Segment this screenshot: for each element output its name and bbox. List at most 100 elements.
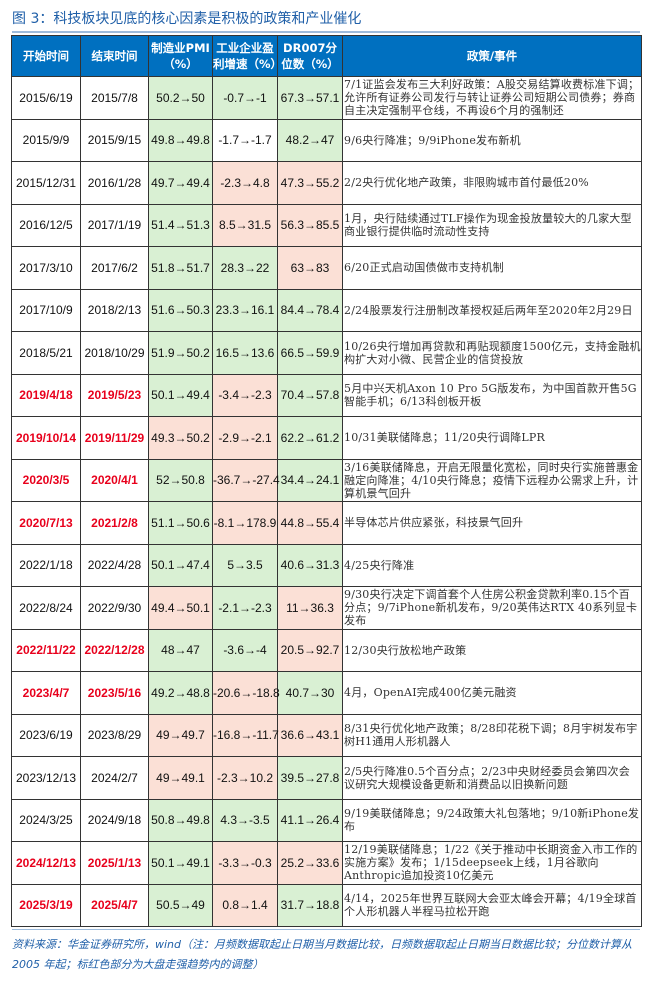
event-cell: 9/30央行决定下调首套个人住房公积金贷款利率0.15个百分点；9/7iPhon… — [342, 586, 642, 630]
header-start-date: 开始时间 — [11, 35, 81, 77]
dr007-cell: 40.7→30 — [277, 671, 343, 715]
table-row: 2015/6/19 2015/7/8 50.2→50 -0.7→-1 67.3→57.1… — [11, 76, 642, 120]
header-dr007: DR007分位数（%） — [277, 35, 343, 77]
table-row: 2019/4/18 2019/5/23 50.1→49.4 -3.4→-2.3 70.4… — [11, 373, 642, 417]
event-cell: 2/24股票发行注册制改革授权延后两年至2020年2月29日 — [342, 288, 642, 332]
figure-title: 图 3：科技板块见底的核心因素是积极的政策和产业催化 — [12, 11, 362, 27]
end-date-cell: 2018/10/29 — [80, 331, 149, 375]
event-text: 2/5央行降准0.5个百分点；2/23中央财经委员会第四次会议研究大规模设备更新… — [344, 764, 630, 791]
pmi-cell: 52→50.8 — [148, 458, 213, 502]
pmi-cell: 50.1→49.4 — [148, 373, 213, 417]
table-row: 2022/11/22 2022/12/28 48→47 -3.6→-4 20.5→92.… — [11, 628, 642, 672]
event-cell: 2/5央行降准0.5个百分点；2/23中央财经委员会第四次会议研究大规模设备更新… — [342, 756, 642, 800]
profit-growth-cell: -2.3→4.8 — [212, 161, 278, 205]
event-text: 1月，央行陆续通过TLF操作为现金投放量较大的几家大型商业银行提供临时流动性支持 — [344, 212, 632, 239]
event-text: 8/31央行优化地产政策；8/28印花税下调；8月宇树发布宇树H1通用人形机器人 — [344, 722, 638, 749]
start-date-cell: 2015/9/9 — [11, 118, 81, 162]
table-header-row: 开始时间 结束时间 制造业PMI（%） 工业企业盈利增速（%） DR007分位数… — [11, 35, 642, 77]
pmi-cell: 50.1→47.4 — [148, 543, 213, 587]
profit-growth-cell: -8.1→178.9 — [212, 501, 278, 545]
profit-growth-cell: -3.3→-0.3 — [212, 841, 278, 885]
table-row: 2024/12/13 2025/1/13 50.1→49.1 -3.3→-0.3 25.… — [11, 841, 642, 885]
dr007-cell: 66.5→59.9 — [277, 331, 343, 375]
event-cell: 1月，央行陆续通过TLF操作为现金投放量较大的几家大型商业银行提供临时流动性支持 — [342, 203, 642, 247]
start-date-cell: 2019/4/18 — [11, 373, 81, 417]
header-event: 政策/事件 — [342, 35, 642, 77]
pmi-cell: 49.4→50.1 — [148, 586, 213, 630]
table-row: 2022/8/24 2022/9/30 49.4→50.1 -2.1→-2.3 11→3… — [11, 586, 642, 630]
pmi-cell: 49.8→49.8 — [148, 118, 213, 162]
profit-growth-cell: 4.3→-3.5 — [212, 798, 278, 842]
event-cell: 12/19美联储降息；1/22《关于推动中长期资金入市工作的实施方案》发布；1/… — [342, 841, 642, 885]
end-date-cell: 2022/4/28 — [80, 543, 149, 587]
table-row: 2018/5/21 2018/10/29 51.9→50.2 16.5→13.6 66.… — [11, 331, 642, 375]
profit-growth-cell: 23.3→16.1 — [212, 288, 278, 332]
table-row: 2022/1/18 2022/4/28 50.1→47.4 5→3.5 40.6→31.… — [11, 543, 642, 587]
end-date-cell: 2025/4/7 — [80, 883, 149, 927]
table-row: 2025/3/19 2025/4/7 50.5→49 0.8→1.4 31.7→18.8… — [11, 883, 642, 927]
start-date-cell: 2015/12/31 — [11, 161, 81, 205]
event-text: 4月，OpenAI完成400亿美元融资 — [344, 686, 517, 700]
profit-growth-cell: -2.9→-2.1 — [212, 416, 278, 460]
start-date-cell: 2017/10/9 — [11, 288, 81, 332]
dr007-cell: 40.6→31.3 — [277, 543, 343, 587]
note-divider — [12, 929, 640, 930]
profit-growth-cell: -2.3→10.2 — [212, 756, 278, 800]
pmi-cell: 50.5→49 — [148, 883, 213, 927]
start-date-cell: 2022/1/18 — [11, 543, 81, 587]
dr007-cell: 41.1→26.4 — [277, 798, 343, 842]
pmi-cell: 48→47 — [148, 628, 213, 672]
start-date-cell: 2016/12/5 — [11, 203, 81, 247]
pmi-cell: 50.2→50 — [148, 76, 213, 120]
end-date-cell: 2023/5/16 — [80, 671, 149, 715]
table-row: 2016/12/5 2017/1/19 51.4→51.3 8.5→31.5 56.3→… — [11, 203, 642, 247]
event-cell: 半导体芯片供应紧张，科技景气回升 — [342, 501, 642, 545]
event-cell: 10/26央行增加再贷款和再贴现额度1500亿元，支持金融机构扩大对小微、民营企… — [342, 331, 642, 375]
profit-growth-cell: -3.4→-2.3 — [212, 373, 278, 417]
header-pmi: 制造业PMI（%） — [148, 35, 213, 77]
event-text: 4/14，2025年世界互联网大会亚太峰会开幕；4/19全球首个人形机器人半程马… — [344, 892, 637, 919]
pmi-cell: 51.6→50.3 — [148, 288, 213, 332]
table-row: 2017/10/9 2018/2/13 51.6→50.3 23.3→16.1 84.4… — [11, 288, 642, 332]
start-date-cell: 2024/12/13 — [11, 841, 81, 885]
end-date-cell: 2022/12/28 — [80, 628, 149, 672]
pmi-cell: 49.2→48.8 — [148, 671, 213, 715]
table-row: 2017/3/10 2017/6/2 51.8→51.7 28.3→22 63→83 6/… — [11, 246, 642, 290]
event-text: 12/30央行放松地产政策 — [344, 643, 467, 657]
dr007-cell: 63→83 — [277, 246, 343, 290]
title-divider — [12, 31, 640, 33]
profit-growth-cell: 16.5→13.6 — [212, 331, 278, 375]
event-text: 半导体芯片供应紧张，科技景气回升 — [344, 516, 524, 530]
pmi-cell: 50.8→49.8 — [148, 798, 213, 842]
event-cell: 12/30央行放松地产政策 — [342, 628, 642, 672]
event-text: 12/19美联储降息；1/22《关于推动中长期资金入市工作的实施方案》发布；1/… — [344, 843, 638, 883]
table-row: 2023/12/13 2024/2/7 49→49.1 -2.3→10.2 39.5→2… — [11, 756, 642, 800]
start-date-cell: 2022/8/24 — [11, 586, 81, 630]
end-date-cell: 2024/2/7 — [80, 756, 149, 800]
dr007-cell: 25.2→33.6 — [277, 841, 343, 885]
event-cell: 3/16美联储降息，开启无限量化宽松，同时央行实施普惠金融定向降准；4/10央行… — [342, 458, 642, 502]
dr007-cell: 39.5→27.8 — [277, 756, 343, 800]
event-text: 2/2央行优化地产政策，非限购城市首付最低20% — [344, 176, 589, 190]
profit-growth-cell: -1.7→-1.7 — [212, 118, 278, 162]
event-text: 9/30央行决定下调首套个人住房公积金贷款利率0.15个百分点；9/7iPhon… — [344, 588, 638, 628]
start-date-cell: 2020/7/13 — [11, 501, 81, 545]
end-date-cell: 2020/4/1 — [80, 458, 149, 502]
end-date-cell: 2025/1/13 — [80, 841, 149, 885]
profit-growth-cell: -20.6→-18.8 — [212, 671, 280, 715]
event-cell: 9/6央行降准；9/9iPhone发布新机 — [342, 118, 642, 162]
dr007-cell: 20.5→92.7 — [277, 628, 343, 672]
event-text: 5月中兴天机Axon 10 Pro 5G版发布，为中国首款开售5G智能手机；6/… — [344, 382, 637, 409]
end-date-cell: 2015/7/8 — [80, 76, 149, 120]
end-date-cell: 2023/8/29 — [80, 713, 149, 757]
dr007-cell: 62.2→61.2 — [277, 416, 343, 460]
dr007-cell: 48.2→47 — [277, 118, 343, 162]
start-date-cell: 2023/4/7 — [11, 671, 81, 715]
event-text: 10/26央行增加再贷款和再贴现额度1500亿元，支持金融机构扩大对小微、民营企… — [344, 339, 641, 366]
dr007-cell: 47.3→55.2 — [277, 161, 343, 205]
profit-growth-cell: -0.7→-1 — [212, 76, 278, 120]
pmi-cell: 49→49.1 — [148, 756, 213, 800]
event-cell: 2/2央行优化地产政策，非限购城市首付最低20% — [342, 161, 642, 205]
event-text: 6/20正式启动国债做市支持机制 — [344, 261, 504, 275]
start-date-cell: 2015/6/19 — [11, 76, 81, 120]
